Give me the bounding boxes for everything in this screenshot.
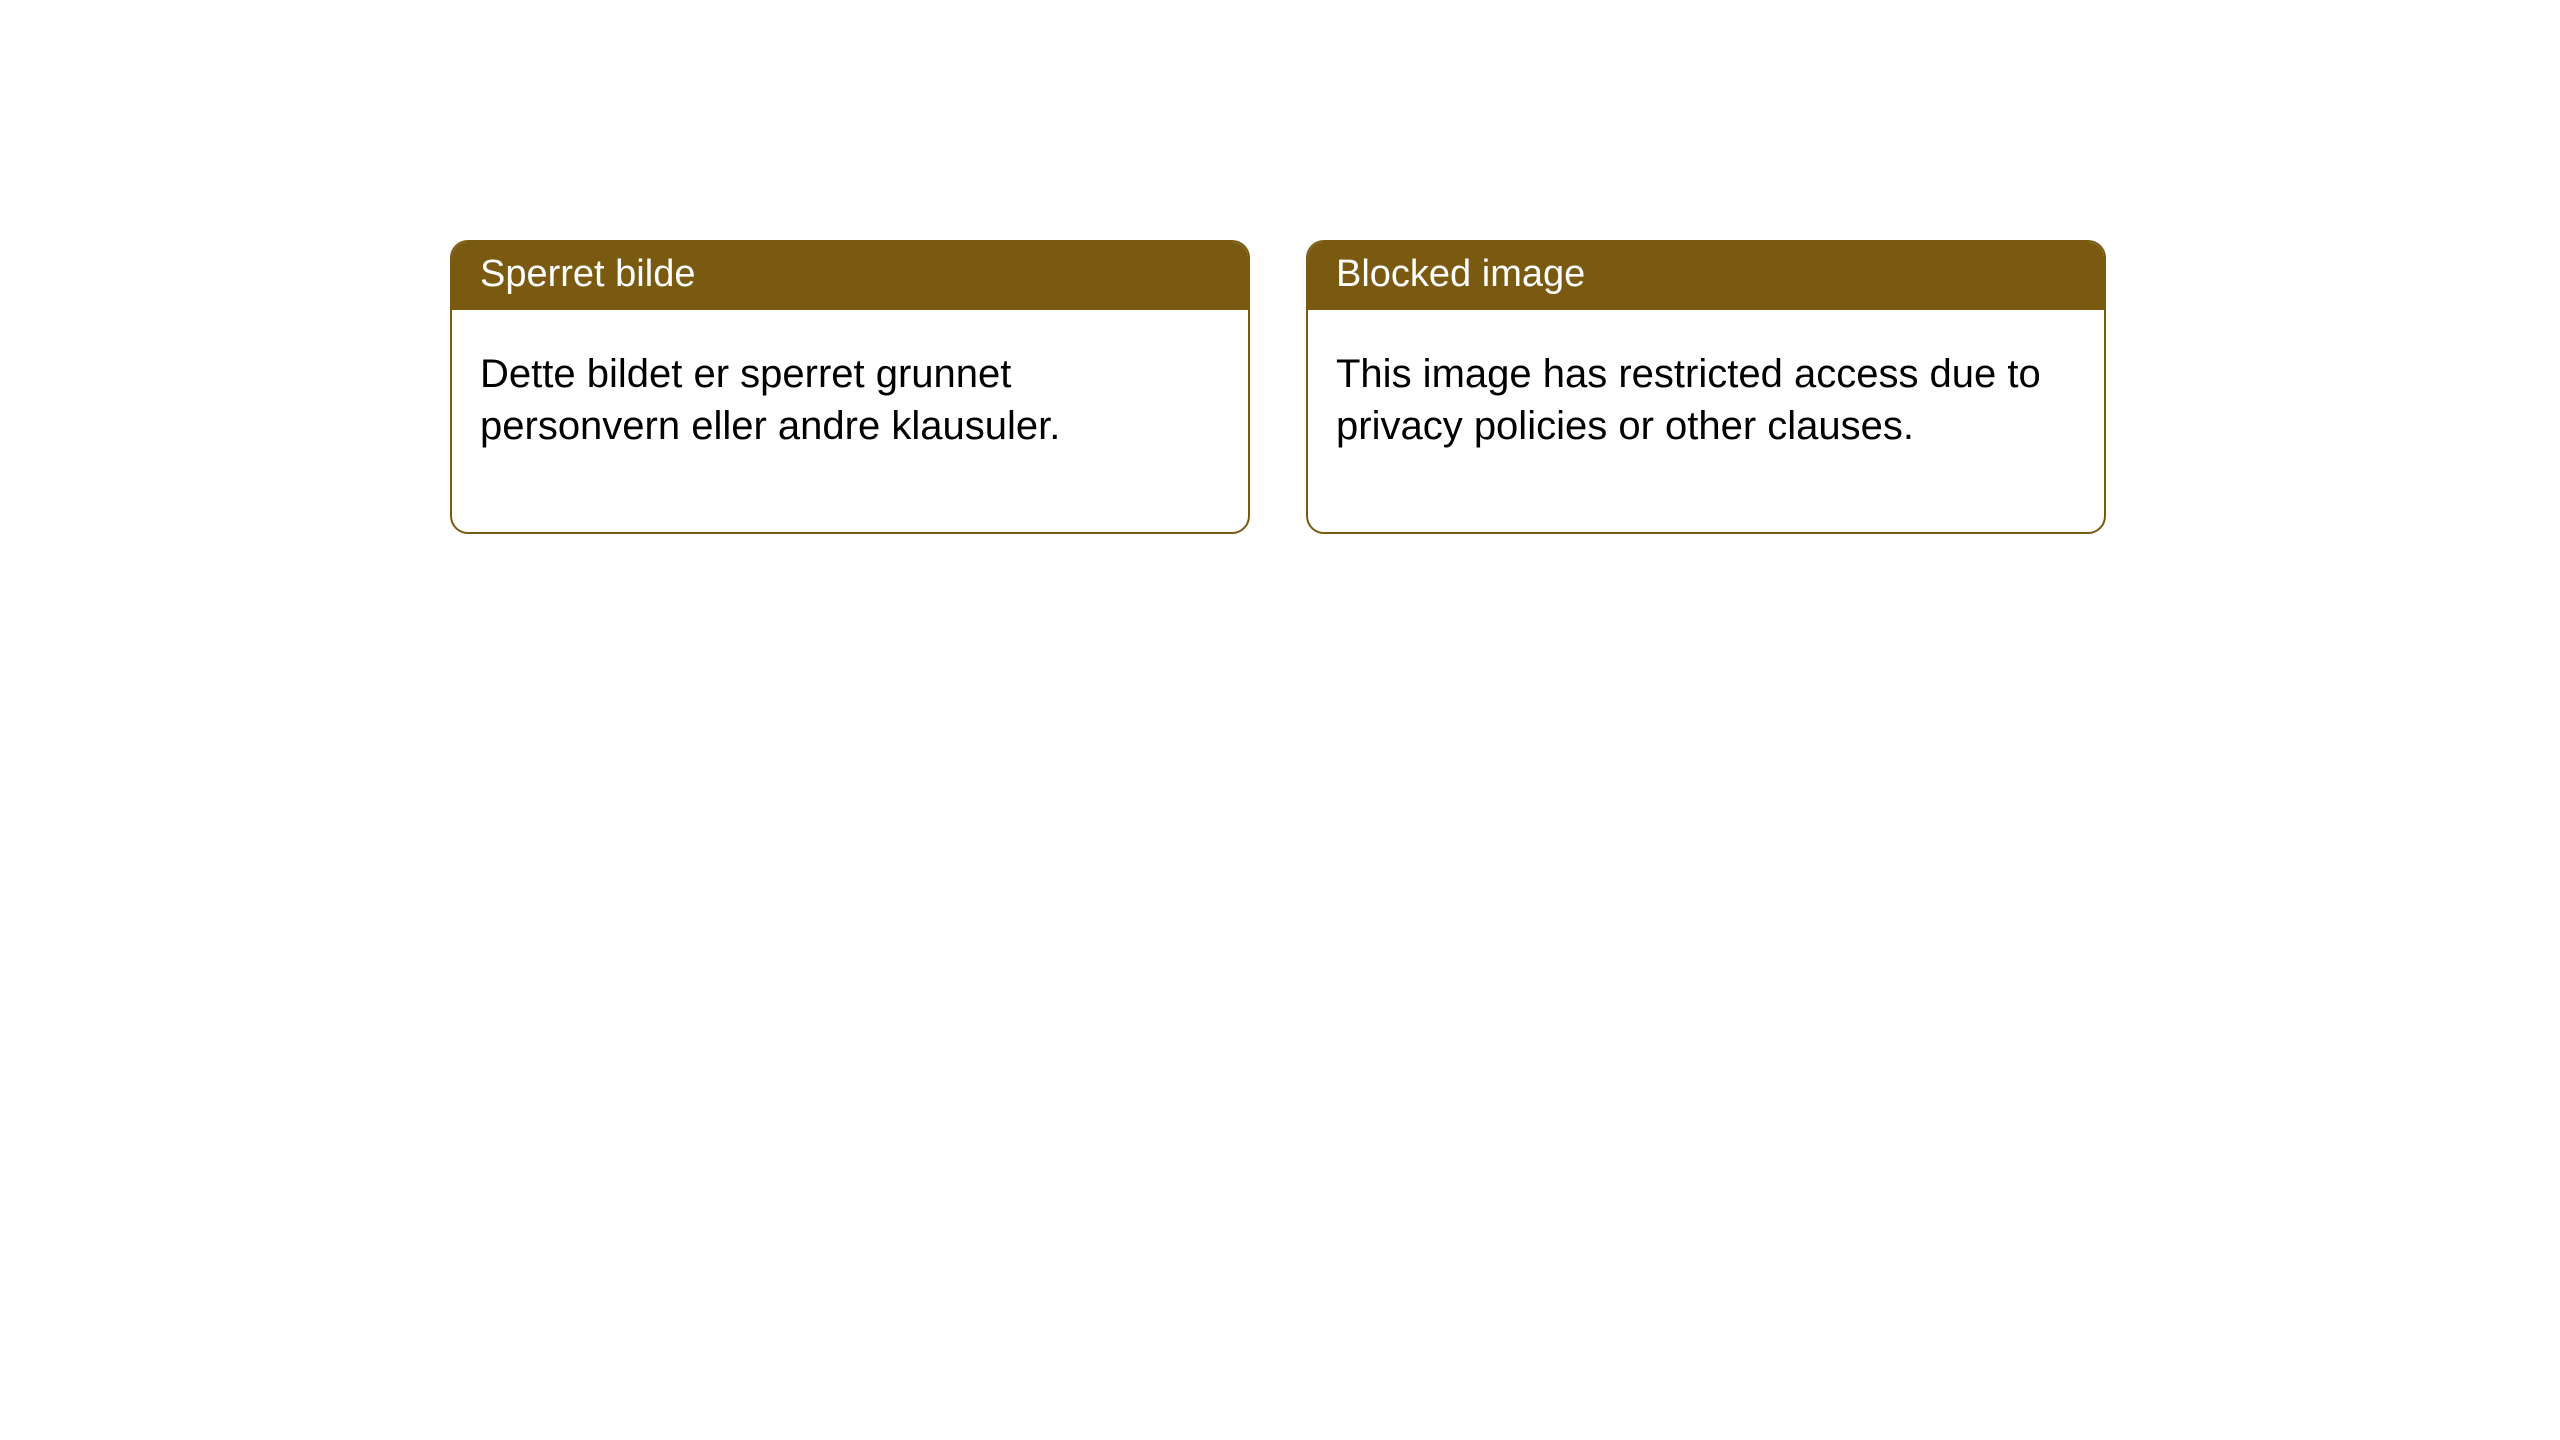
notice-title-no: Sperret bilde <box>452 242 1248 310</box>
notice-body-no: Dette bildet er sperret grunnet personve… <box>452 310 1248 532</box>
notice-body-en: This image has restricted access due to … <box>1308 310 2104 532</box>
notice-card-no: Sperret bilde Dette bildet er sperret gr… <box>450 240 1250 534</box>
notice-title-en: Blocked image <box>1308 242 2104 310</box>
notice-container: Sperret bilde Dette bildet er sperret gr… <box>0 0 2560 534</box>
notice-card-en: Blocked image This image has restricted … <box>1306 240 2106 534</box>
